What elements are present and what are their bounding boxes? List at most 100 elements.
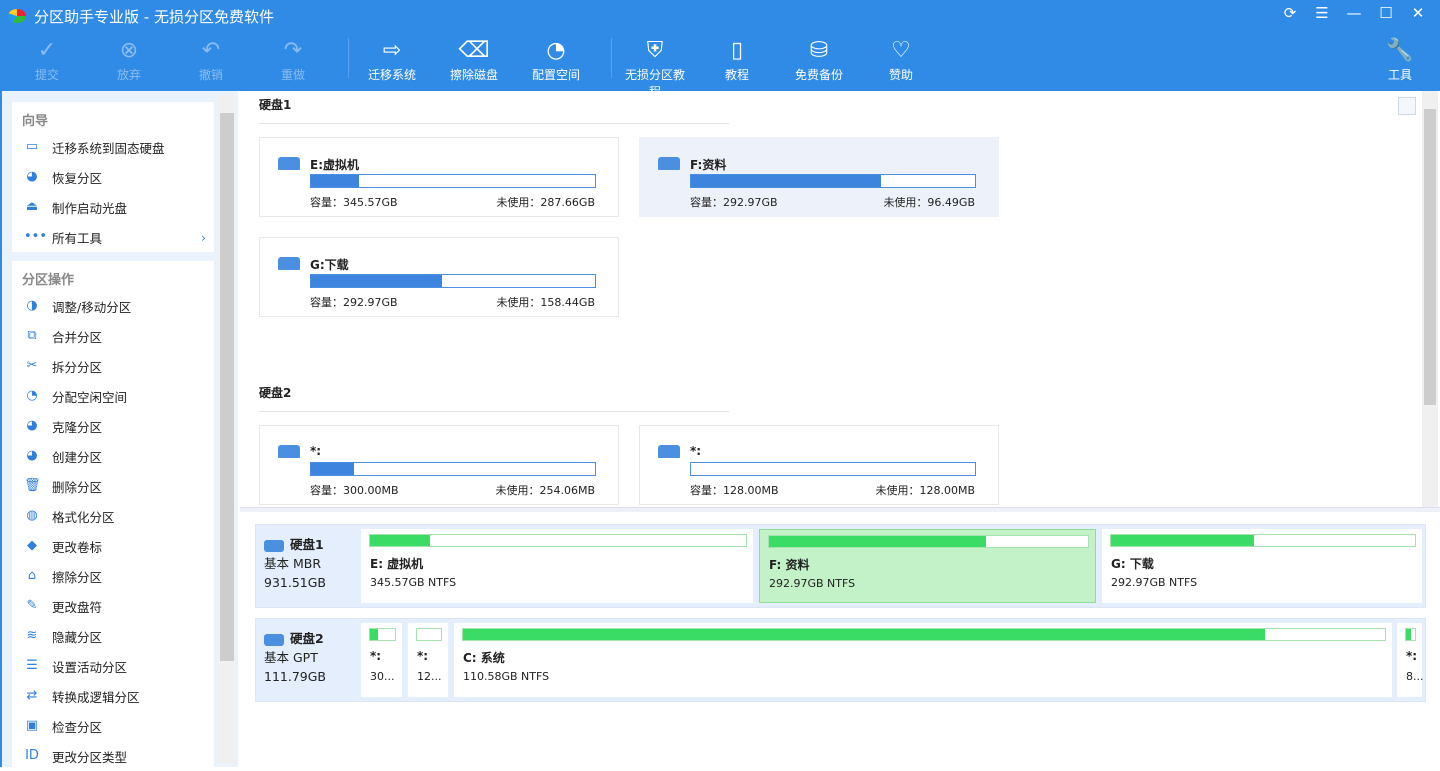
sidebar-item[interactable]: ≋ 隐藏分区: [12, 621, 214, 651]
splitter[interactable]: [240, 507, 1440, 512]
usage-bar: [310, 274, 596, 288]
maximize-button[interactable]: ☐: [1379, 4, 1393, 22]
wrench-icon: 🔧: [1386, 38, 1414, 63]
partition-block[interactable]: *: 30...: [361, 623, 402, 697]
usage-bar: [1405, 628, 1416, 641]
usage-bar: [369, 628, 396, 641]
sidebar-item[interactable]: ◔ 分配空闲空间: [12, 381, 214, 411]
partition-block[interactable]: F: 资料 292.97GB NTFS: [759, 529, 1096, 603]
redo-icon: ↷: [283, 38, 303, 63]
sidebar-item-icon: 🗑: [24, 478, 41, 493]
partition-card[interactable]: G:下载 容量：292.97GB 未使用：158.44GB: [259, 237, 619, 317]
partition-block[interactable]: E: 虚拟机 345.57GB NTFS: [361, 529, 753, 603]
disk-map: 硬盘1 基本 MBR 931.51GB E: 虚拟机 345.57GB NTFS F: 资…: [240, 512, 1440, 767]
sidebar-item[interactable]: ⧉ 合并分区: [12, 321, 214, 351]
sidebar-item[interactable]: ⇄ 转换成逻辑分区: [12, 681, 214, 711]
sidebar-item[interactable]: ◆ 更改卷标: [12, 531, 214, 561]
sidebar-item[interactable]: ☰ 设置活动分区: [12, 651, 214, 681]
sidebar-item[interactable]: ••• 所有工具 ›: [12, 222, 214, 252]
partition-card[interactable]: *: 容量：128.00MB 未使用：128.00MB: [639, 425, 999, 505]
disk-row[interactable]: 硬盘1 基本 MBR 931.51GB E: 虚拟机 345.57GB NTFS F: 资…: [255, 524, 1426, 608]
sidebar-item-icon: ⧉: [27, 328, 37, 343]
sidebar-item-icon: •••: [24, 229, 48, 244]
toolbar-shield-button[interactable]: ⛨无损分区教程: [620, 32, 690, 99]
sidebar-item[interactable]: ◍ 格式化分区: [12, 501, 214, 531]
sidebar-item[interactable]: ◑ 调整/移动分区: [12, 291, 214, 321]
sidebar-item-icon: ◕: [26, 448, 38, 463]
sidebar-item-label: 分配空闲空间: [52, 389, 128, 405]
sidebar-item-label: 制作启动光盘: [52, 200, 128, 216]
sidebar-item-icon: ⇄: [26, 688, 38, 703]
sidebar-item-label: 转换成逻辑分区: [52, 689, 140, 705]
sidebar-item-icon: ◑: [26, 298, 38, 313]
sidebar-item[interactable]: ◕ 克隆分区: [12, 411, 214, 441]
partition-name: *:: [417, 649, 429, 663]
sidebar-scrollbar[interactable]: [218, 95, 236, 763]
partition-card[interactable]: *: 容量：300.00MB 未使用：254.06MB: [259, 425, 619, 505]
close-button[interactable]: ✕: [1411, 4, 1425, 22]
usage-bar: [416, 628, 442, 641]
sidebar-item[interactable]: ⏏ 制作启动光盘: [12, 192, 214, 222]
disk-info: 硬盘2 基本 GPT 111.79GB: [264, 629, 354, 686]
wipe-disk-icon: ⌫: [458, 38, 490, 63]
toolbar-label: 重做: [280, 68, 305, 82]
toolbar-backup-button[interactable]: ⛁ 免费备份: [784, 32, 854, 91]
main-scrollbar[interactable]: [1422, 91, 1438, 507]
sidebar-item[interactable]: ◕ 创建分区: [12, 441, 214, 471]
disk-label: 硬盘2: [259, 386, 292, 400]
partition-block[interactable]: *: 12...: [408, 623, 448, 697]
title-bar: 分区助手专业版 - 无损分区免费软件 ⟳ ☰ — ☐ ✕: [0, 0, 1440, 32]
check-icon: ✓: [37, 38, 57, 63]
partition-block[interactable]: C: 系统 110.58GB NTFS: [454, 623, 1392, 697]
toolbar-book-button[interactable]: ▯ 教程: [702, 32, 772, 91]
toolbar-migrate-disk-button[interactable]: ⇨ 迁移系统: [357, 32, 427, 91]
capacity: 容量：300.00MB: [310, 484, 399, 497]
disk-name-line: 硬盘1: [264, 535, 354, 554]
sidebar-item[interactable]: ⌂ 擦除分区: [12, 561, 214, 591]
scroll-thumb[interactable]: [1424, 109, 1436, 405]
book-icon: ▯: [730, 38, 744, 63]
sidebar-item[interactable]: ▭ 迁移系统到固态硬盘: [12, 132, 214, 162]
sidebar-item[interactable]: ▣ 检查分区: [12, 711, 214, 741]
usage-bar: [310, 462, 596, 476]
usage-bar: [310, 174, 596, 188]
partition-info: 110.58GB NTFS: [463, 670, 550, 683]
partition-block[interactable]: *: 8...: [1397, 623, 1424, 697]
toolbar-wipe-disk-button[interactable]: ⌫ 擦除磁盘: [439, 32, 509, 91]
sidebar-item[interactable]: ✎ 更改盘符: [12, 591, 214, 621]
toolbar-heart-button[interactable]: ♡ 赞助: [866, 32, 936, 91]
toolbar-allocate-space-button[interactable]: ◔ 配置空间: [521, 32, 591, 91]
sidebar-item[interactable]: ◕ 恢复分区: [12, 162, 214, 192]
sidebar-item-icon: ◍: [26, 508, 38, 523]
scroll-thumb[interactable]: [220, 113, 234, 661]
refresh-button[interactable]: ⟳: [1283, 4, 1297, 22]
partition-card[interactable]: E:虚拟机 容量：345.57GB 未使用：287.66GB: [259, 137, 619, 217]
sidebar-item[interactable]: ✂ 拆分分区: [12, 351, 214, 381]
minimize-button[interactable]: —: [1346, 4, 1362, 22]
disk-row[interactable]: 硬盘2 基本 GPT 111.79GB *: 30... *: 12... C: 系统 110.…: [255, 618, 1426, 702]
sidebar-item-icon: ✎: [26, 598, 38, 613]
free-space: 未使用：254.06MB: [495, 484, 595, 497]
sidebar-item[interactable]: ID 更改分区类型: [12, 741, 214, 771]
toolbar-discard-button: ⊗ 放弃: [94, 32, 164, 91]
sidebar-item[interactable]: 🗑 删除分区: [12, 471, 214, 501]
partition-block[interactable]: G: 下载 292.97GB NTFS: [1102, 529, 1422, 603]
disk-size: 111.79GB: [264, 669, 326, 684]
partition-card[interactable]: F:资料 容量：292.97GB 未使用：96.49GB: [639, 137, 999, 217]
sidebar-item-label: 格式化分区: [52, 509, 115, 525]
free-space: 未使用：128.00MB: [875, 484, 975, 497]
capacity: 容量：292.97GB: [310, 296, 398, 309]
sidebar-item-label: 隐藏分区: [52, 629, 103, 645]
partition-name: *:: [370, 649, 382, 663]
discard-icon: ⊗: [119, 38, 139, 63]
disk-name-line: 硬盘2: [264, 629, 354, 648]
view-toggle-icon[interactable]: [1398, 97, 1416, 115]
sidebar-item-icon: ◆: [27, 538, 37, 553]
partition-name: G:下载: [310, 258, 349, 272]
sidebar-item-label: 设置活动分区: [52, 659, 128, 675]
menu-button[interactable]: ☰: [1315, 4, 1329, 22]
usage-bar: [690, 462, 976, 476]
usage-bar: [369, 534, 747, 547]
toolbar-label: 教程: [724, 68, 749, 82]
tools-button[interactable]: 🔧 工具: [1372, 32, 1428, 83]
